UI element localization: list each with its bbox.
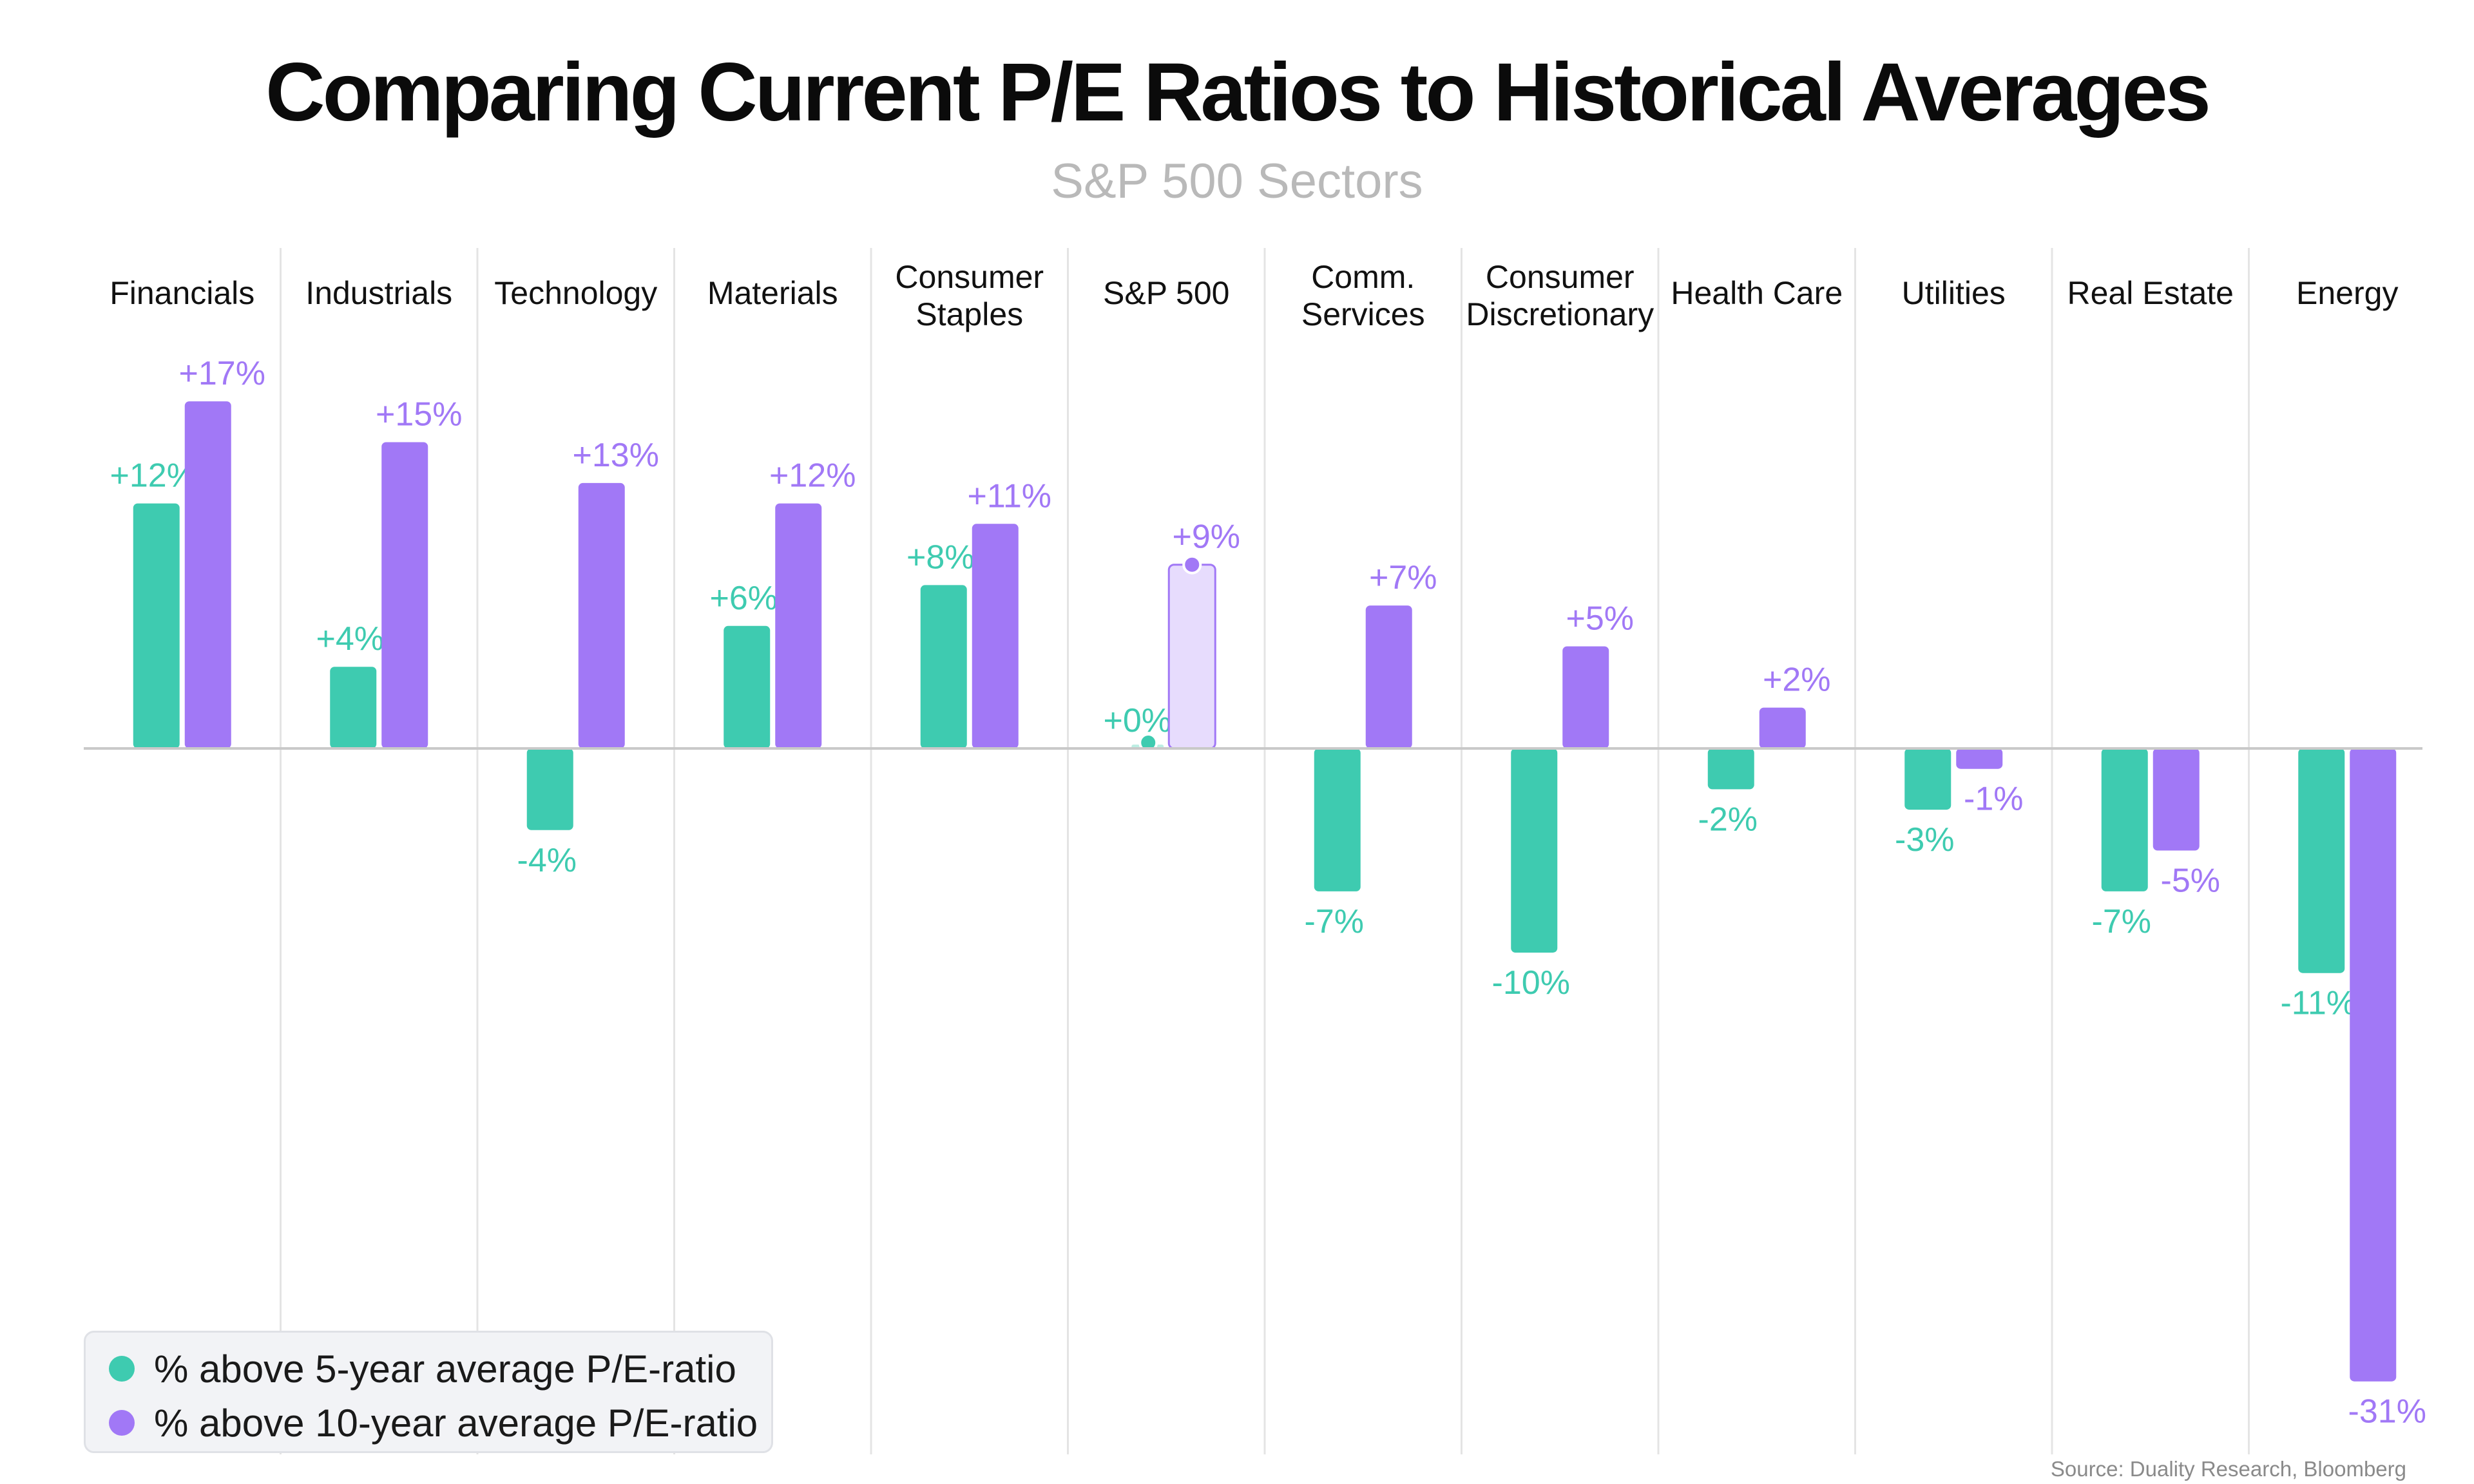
bar-five-year	[1511, 748, 1558, 953]
bar-five-year	[526, 748, 573, 830]
data-label: +15%	[376, 396, 462, 433]
bar-ten-year	[1562, 646, 1609, 748]
data-label: -7%	[1305, 903, 1364, 940]
data-label: +17%	[179, 355, 265, 392]
bar-marker	[1138, 733, 1158, 752]
legend-label-five-year: % above 5-year average P/E-ratio	[154, 1347, 736, 1391]
bar-ten-year	[2153, 748, 2200, 851]
category-label: Financials	[110, 275, 254, 311]
bar-five-year	[133, 503, 180, 748]
chart-subtitle: S&P 500 Sectors	[1051, 154, 1423, 209]
bar-ten-year	[1167, 564, 1216, 750]
category-label: Technology	[494, 275, 657, 311]
category-label: Consumer	[1486, 259, 1635, 295]
category-label: Real Estate	[2067, 275, 2234, 311]
bar-five-year	[2298, 748, 2345, 973]
legend-item-ten-year: % above 10-year average P/E-ratio	[109, 1397, 758, 1449]
bar-ten-year	[578, 482, 625, 748]
bar-ten-year	[1759, 707, 1806, 748]
legend-swatch-five-year	[109, 1356, 135, 1382]
bar-ten-year	[381, 442, 428, 748]
data-label: -1%	[1964, 781, 2023, 818]
data-label: -2%	[1698, 801, 1758, 838]
legend: % above 5-year average P/E-ratio % above…	[84, 1331, 773, 1453]
data-label: -7%	[2092, 903, 2151, 940]
data-label: +12%	[110, 457, 197, 495]
category-label: Comm.	[1311, 259, 1415, 295]
data-label: -10%	[1492, 964, 1570, 1002]
legend-swatch-ten-year	[109, 1410, 135, 1436]
data-label: +11%	[967, 477, 1051, 515]
bar-ten-year	[775, 503, 822, 748]
legend-label-ten-year: % above 10-year average P/E-ratio	[154, 1401, 758, 1445]
data-label: -4%	[517, 842, 577, 879]
data-label: -5%	[2161, 862, 2220, 900]
source-note: Source: Duality Research, Bloomberg	[2050, 1457, 2406, 1481]
category-label: Industrials	[305, 275, 452, 311]
category-label: Energy	[2296, 275, 2398, 311]
bar-ten-year	[184, 401, 231, 748]
bar-five-year	[1904, 748, 1951, 810]
bar-five-year	[330, 667, 377, 748]
data-label: -31%	[2348, 1393, 2426, 1431]
chart-title: Comparing Current P/E Ratios to Historic…	[265, 46, 2211, 138]
bar-marker	[1182, 555, 1202, 575]
bar-ten-year	[972, 524, 1019, 748]
bar-five-year	[1314, 748, 1361, 891]
data-label: +5%	[1566, 600, 1634, 638]
category-label: Staples	[916, 296, 1023, 332]
bar-five-year	[1707, 748, 1754, 790]
bar-ten-year	[1365, 605, 1412, 748]
data-label: +2%	[1763, 661, 1831, 699]
category-label: Utilities	[1902, 275, 2006, 311]
category-label: Services	[1301, 296, 1425, 332]
category-label: Materials	[707, 275, 838, 311]
data-label: +13%	[573, 437, 659, 474]
category-label: Discretionary	[1466, 296, 1654, 332]
bar-five-year	[920, 585, 967, 748]
data-label: +7%	[1369, 559, 1437, 596]
data-label: +4%	[316, 620, 384, 658]
bar-five-year	[2101, 748, 2148, 891]
bar-ten-year	[1956, 748, 2003, 769]
data-label: +0%	[1103, 702, 1171, 739]
legend-item-five-year: % above 5-year average P/E-ratio	[109, 1343, 736, 1394]
data-label: -3%	[1895, 821, 1954, 859]
data-label: +6%	[709, 580, 778, 617]
category-label: Health Care	[1671, 275, 1843, 311]
bar-five-year	[724, 625, 771, 748]
data-label: +12%	[769, 457, 856, 495]
category-label: S&P 500	[1103, 275, 1229, 311]
category-label: Consumer	[895, 259, 1044, 295]
data-label: +9%	[1172, 518, 1240, 556]
bar-ten-year	[2350, 748, 2397, 1382]
data-label: +8%	[906, 538, 975, 576]
data-label: -11%	[2280, 985, 2356, 1022]
